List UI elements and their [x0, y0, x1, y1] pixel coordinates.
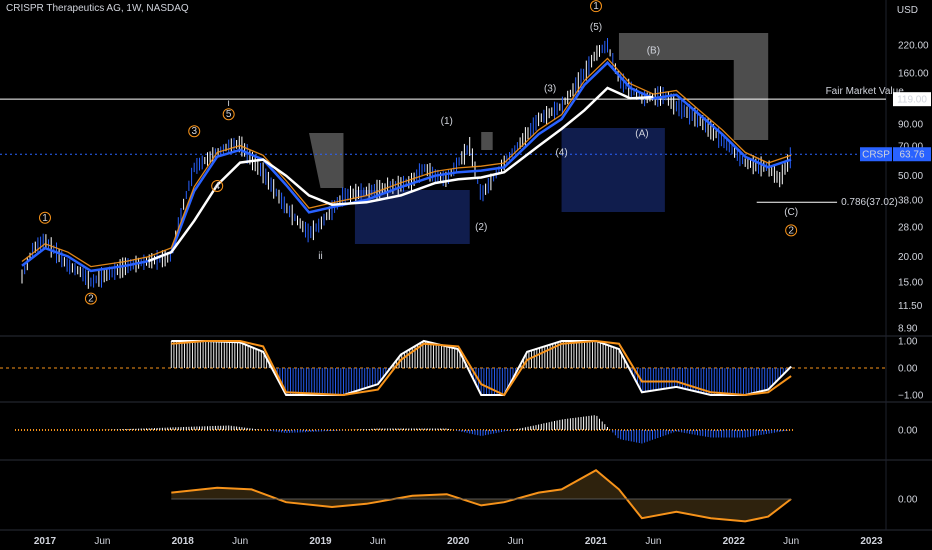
osc1-axis-tick: 1.00	[898, 337, 918, 348]
time-axis-tick: 2019	[309, 536, 332, 547]
time-axis-tick: Jun	[370, 536, 386, 547]
wave-label: (C)	[784, 207, 798, 218]
price-bars-group	[21, 38, 791, 289]
time-axis-tick: Jun	[508, 536, 524, 547]
wave-label: 2	[788, 225, 794, 236]
fair-value-label: Fair Market Value	[826, 86, 905, 97]
wave-circle	[39, 211, 51, 224]
price-badge	[893, 147, 931, 162]
price-axis-tick: 38.00	[898, 195, 923, 206]
wave-circle	[188, 125, 201, 138]
fair-value-badge-text: 119.00	[897, 95, 927, 106]
time-axis-tick: Jun	[232, 536, 248, 547]
gray-zone-box	[309, 133, 344, 188]
wave-label: i	[228, 98, 230, 109]
wave-label: 1	[593, 1, 599, 12]
price-axis-tick: 20.00	[898, 252, 923, 263]
osc2-axis-tick: 0.00	[898, 426, 918, 437]
wave-label: 2	[88, 294, 94, 305]
navy-zone-box	[561, 128, 665, 212]
wave-label: (1)	[441, 116, 453, 127]
wave-circle	[785, 224, 798, 237]
wave-label: (A)	[635, 128, 648, 139]
fib-label: 0.786(37.02)	[841, 197, 898, 208]
wave-label: (5)	[590, 22, 602, 33]
wave-circle	[84, 292, 97, 305]
osc3-line	[171, 468, 792, 523]
time-axis-tick: 2018	[172, 536, 195, 547]
time-axis-tick: 2021	[585, 536, 608, 547]
price-axis-tick: 11.50	[898, 301, 923, 312]
ticker-badge	[860, 147, 892, 162]
osc3-axis-tick: 0.00	[898, 495, 918, 506]
orange-ma-line	[21, 57, 792, 268]
price-axis-tick: 90.00	[898, 119, 923, 130]
price-axis-tick: 50.00	[898, 171, 923, 182]
time-axis-tick: 2017	[34, 536, 57, 547]
osc1-axis-tick: −1.00	[898, 391, 924, 402]
fair-value-badge	[893, 92, 931, 107]
wave-label: 5	[226, 109, 232, 120]
osc1-white-line	[171, 339, 792, 396]
wave-label: ii	[318, 251, 322, 262]
time-axis-tick: Jun	[783, 536, 799, 547]
osc1-axis-tick: 0.00	[898, 364, 918, 375]
time-axis-tick: 2020	[447, 536, 470, 547]
wave-label: 3	[191, 126, 197, 137]
gray-zone-box	[618, 33, 769, 140]
chart-title: CRISPR Therapeutics AG, 1W, NASDAQ	[6, 3, 189, 14]
currency-label: USD	[896, 5, 918, 16]
price-axis-tick: 15.00	[898, 277, 923, 288]
price-axis-tick: 220.00	[898, 40, 929, 51]
wave-circle	[222, 108, 235, 121]
time-axis-tick: 2023	[860, 536, 883, 547]
osc1-orange-line	[171, 339, 792, 397]
price-axis-tick: 28.00	[898, 222, 923, 233]
wave-label: 4	[214, 181, 220, 192]
slow-ma-line	[147, 86, 654, 263]
navy-zone-box	[354, 190, 470, 244]
ticker-badge-text: CRSP	[862, 150, 890, 161]
wave-label: (B)	[647, 45, 660, 56]
wave-circle	[211, 180, 224, 193]
time-axis-tick: 2022	[723, 536, 746, 547]
osc3-area	[171, 470, 792, 522]
time-axis-tick: Jun	[94, 536, 110, 547]
price-badge-text: 63.76	[899, 150, 924, 161]
wave-circle	[590, 0, 602, 13]
wave-label: (2)	[475, 222, 487, 233]
wave-label: 1	[42, 213, 48, 224]
gray-zone-box	[481, 132, 493, 150]
price-axis-tick: 8.90	[898, 324, 918, 335]
wave-label: (4)	[555, 147, 567, 158]
wave-label: (3)	[544, 83, 556, 94]
price-axis-tick: 160.00	[898, 69, 929, 80]
price-axis-tick: 70.00	[898, 142, 923, 153]
time-axis-tick: Jun	[645, 536, 661, 547]
osc2-histogram	[103, 415, 791, 444]
